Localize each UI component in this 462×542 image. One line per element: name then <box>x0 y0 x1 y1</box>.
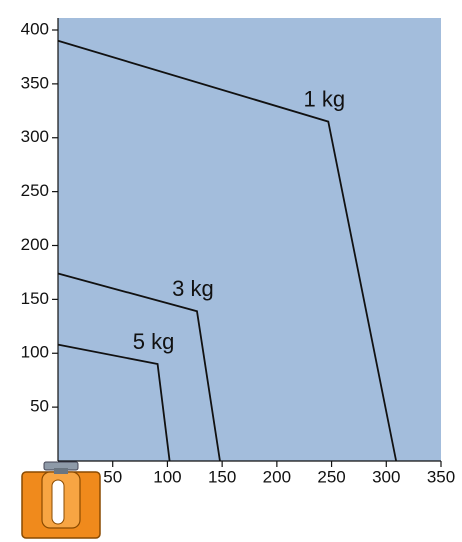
x-tick-label: 200 <box>263 467 291 486</box>
y-tick-label: 350 <box>21 73 49 92</box>
series-label: 5 kg <box>133 329 175 354</box>
x-tick-label: 350 <box>427 467 455 486</box>
y-tick-label: 250 <box>21 181 49 200</box>
series-label: 3 kg <box>172 276 214 301</box>
gripper-icon <box>22 462 100 538</box>
x-tick-label: 300 <box>372 467 400 486</box>
series-label: 1 kg <box>303 86 345 111</box>
y-tick-label: 300 <box>21 127 49 146</box>
y-tick-label: 400 <box>21 19 49 38</box>
y-tick-label: 50 <box>30 397 49 416</box>
y-tick-label: 100 <box>21 343 49 362</box>
y-tick-label: 200 <box>21 235 49 254</box>
x-tick-label: 50 <box>103 467 122 486</box>
y-tick-label: 150 <box>21 289 49 308</box>
page: {"chart_data": {"type": "line", "series"… <box>0 0 462 542</box>
x-tick-label: 150 <box>208 467 236 486</box>
x-tick-label: 250 <box>317 467 345 486</box>
chart: 50 100 150 200 250 300 350 400 50 100 150 200 250 300… <box>0 0 462 542</box>
x-tick-label: 100 <box>153 467 181 486</box>
